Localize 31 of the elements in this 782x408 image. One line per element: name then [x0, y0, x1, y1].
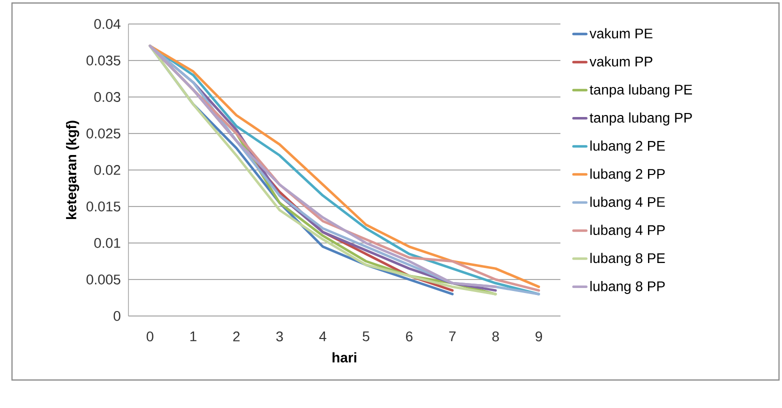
legend-label: tanpa lubang PP: [590, 112, 692, 126]
legend-label: vakum PE: [590, 28, 652, 38]
x-tick-label: 8: [492, 332, 499, 342]
x-axis-title: hari: [332, 352, 356, 362]
x-tick-label: 7: [449, 332, 456, 342]
y-tick-label: 0.03: [94, 92, 120, 102]
x-tick-label: 2: [233, 332, 240, 342]
x-tick-label: 0: [146, 332, 154, 342]
legend-label: lubang 8 PP: [590, 280, 665, 294]
y-tick-label: 0.04: [94, 19, 120, 29]
x-tick-label: 6: [406, 332, 412, 342]
y-tick-label: 0.005: [86, 274, 120, 284]
legend-label: lubang 4 PP: [590, 224, 665, 238]
y-axis-title: ketegaran (kgf): [66, 120, 80, 220]
legend-label: tanpa lubang PE: [590, 84, 692, 98]
legend-label: lubang 8 PE: [590, 252, 665, 266]
y-tick-label: 0: [114, 311, 120, 321]
x-tick-label: 1: [190, 332, 196, 342]
y-tick-label: 0.01: [94, 238, 120, 248]
legend-label: lubang 2 PP: [590, 168, 665, 182]
y-tick-label: 0.035: [86, 56, 120, 66]
legend-label: lubang 4 PE: [590, 196, 665, 210]
y-tick-label: 0.02: [94, 165, 120, 175]
legend-label: lubang 2 PE: [590, 140, 665, 154]
x-tick-label: 3: [276, 332, 283, 342]
y-tick-label: 0.025: [86, 128, 120, 138]
x-tick-label: 5: [362, 332, 370, 342]
x-tick-label: 9: [536, 332, 542, 342]
legend-label: vakum PP: [590, 56, 652, 67]
y-tick-label: 0.015: [86, 202, 120, 212]
x-tick-label: 4: [319, 332, 326, 342]
